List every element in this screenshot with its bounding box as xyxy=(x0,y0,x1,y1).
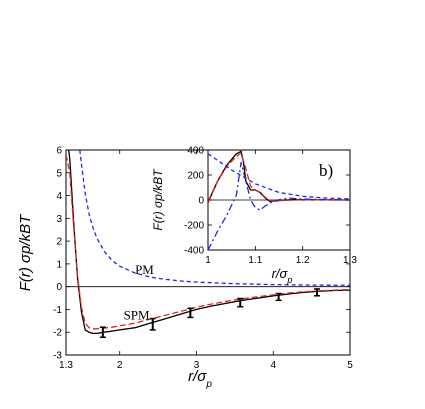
inset-x-tick-label: 1.1 xyxy=(248,255,262,266)
main-y-tick-label: 1 xyxy=(56,259,62,270)
main-series-solid-black xyxy=(68,150,350,335)
annotation-pm: PM xyxy=(135,262,154,277)
inset-x-axis-title-main: r/σ xyxy=(272,266,289,281)
main-y-tick-label: 2 xyxy=(56,237,62,248)
main-y-tick-label: -2 xyxy=(53,328,62,339)
inset-x-axis-title-sub: p xyxy=(286,275,292,285)
inset-y-tick-label: 0 xyxy=(198,196,204,207)
inset-x-tick-label: 1 xyxy=(205,255,211,266)
main-ticks: 1.3 2 3 4 5 -3 -2 -1 0 1 2 3 4 5 6 xyxy=(53,146,353,372)
main-x-tick-label: 3 xyxy=(194,360,200,371)
inset-ticks: 1 1.1 1.2 1.3 -400 -200 0 200 400 xyxy=(184,146,357,267)
main-y-tick-label: 5 xyxy=(56,168,62,179)
inset-x-tick-label: 1.2 xyxy=(296,255,310,266)
annotation-spm: SPM xyxy=(124,308,150,323)
main-y-axis-title: F(r) σp/kBT xyxy=(17,213,34,291)
main-y-tick-label: 6 xyxy=(56,146,62,157)
main-series-dashed-blue xyxy=(79,150,350,286)
inset-panel-label: b) xyxy=(319,161,333,180)
main-x-tick-label: 4 xyxy=(270,360,276,371)
inset-y-tick-label: -200 xyxy=(184,221,204,232)
inset-y-tick-label: 200 xyxy=(187,171,204,182)
main-y-tick-label: 0 xyxy=(56,282,62,293)
inset-y-axis-title: F(r) σp/kBT xyxy=(151,168,165,231)
inset-y-tick-label: 400 xyxy=(187,146,204,157)
main-x-tick-label: 2 xyxy=(117,360,123,371)
main-x-axis-title-sub: p xyxy=(205,379,212,390)
main-y-tick-label: -1 xyxy=(53,305,62,316)
inset-series-group xyxy=(208,150,350,250)
main-y-tick-label: -3 xyxy=(53,351,62,362)
main-error-bars xyxy=(99,288,320,338)
main-x-tick-label: 5 xyxy=(347,360,353,371)
main-annotations: PM SPM xyxy=(124,262,155,323)
inset-series-dashed-blue xyxy=(208,153,350,200)
inset-plot: 1 1.1 1.2 1.3 -400 -200 0 200 400 b) r/σp F(r) σ… xyxy=(151,146,357,286)
inset-x-axis-title: r/σp xyxy=(272,266,293,285)
main-x-axis-title: r/σp xyxy=(188,368,212,390)
inset-series-dashdot-blue xyxy=(208,161,350,250)
inset-x-tick-label: 1.3 xyxy=(343,255,357,266)
main-x-axis-title-main: r/σ xyxy=(188,368,207,385)
inset-y-tick-label: -400 xyxy=(184,246,204,257)
main-y-tick-label: 3 xyxy=(56,214,62,225)
main-x-tick-label: 1.3 xyxy=(59,360,73,371)
main-y-tick-label: 4 xyxy=(56,191,62,202)
